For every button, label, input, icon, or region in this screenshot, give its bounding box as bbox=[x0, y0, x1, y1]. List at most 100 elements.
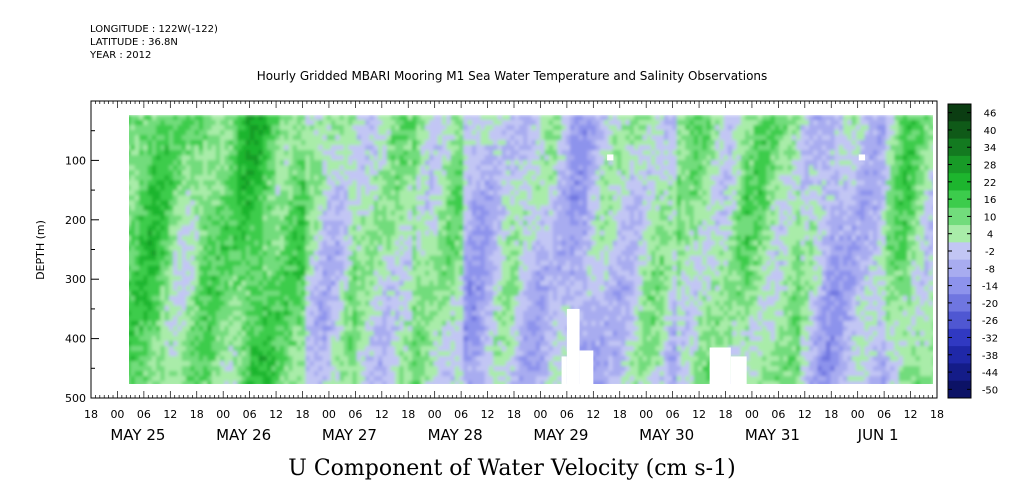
heatmap-cell bbox=[181, 366, 187, 372]
heatmap-cell bbox=[416, 255, 422, 262]
heatmap-cell bbox=[518, 160, 524, 166]
heatmap-cell bbox=[437, 255, 443, 262]
heatmap-cell bbox=[318, 185, 324, 191]
heatmap-cell bbox=[416, 290, 422, 297]
heatmap-cell bbox=[463, 371, 469, 377]
heatmap-cell bbox=[442, 325, 447, 332]
heatmap-cell bbox=[446, 275, 452, 282]
heatmap-cell bbox=[386, 280, 392, 287]
heatmap-cell bbox=[348, 310, 354, 317]
heatmap-cell bbox=[369, 350, 375, 357]
heatmap-cell bbox=[335, 366, 341, 372]
heatmap-cell bbox=[160, 145, 166, 151]
heatmap-cell bbox=[412, 135, 418, 141]
heatmap-cell bbox=[160, 245, 166, 252]
heatmap-cell bbox=[369, 230, 375, 237]
heatmap-cell bbox=[497, 330, 503, 337]
heatmap-cell bbox=[305, 320, 311, 327]
heatmap-cell bbox=[305, 130, 311, 136]
heatmap-cell bbox=[429, 366, 435, 372]
heatmap-cell bbox=[322, 371, 328, 377]
heatmap-cell bbox=[403, 165, 409, 171]
heatmap-cell bbox=[130, 381, 136, 384]
heatmap-cell bbox=[356, 350, 362, 357]
heatmap-cell bbox=[433, 290, 439, 297]
heatmap-cell bbox=[331, 165, 336, 171]
heatmap-cell bbox=[190, 120, 196, 126]
heatmap-cell bbox=[211, 125, 217, 131]
heatmap-cell bbox=[314, 225, 319, 232]
heatmap-cell bbox=[442, 165, 447, 171]
heatmap-cell bbox=[395, 140, 400, 146]
heatmap-cell bbox=[267, 300, 272, 307]
heatmap-cell bbox=[232, 160, 238, 166]
heatmap-cell bbox=[203, 165, 208, 171]
heatmap-cell bbox=[228, 180, 234, 186]
heatmap-cell bbox=[177, 135, 183, 141]
heatmap-cell bbox=[480, 340, 486, 347]
heatmap-cell bbox=[207, 130, 213, 136]
heatmap-cell bbox=[151, 190, 157, 196]
heatmap-cell bbox=[493, 255, 499, 262]
heatmap-cell bbox=[407, 200, 413, 206]
heatmap-cell bbox=[463, 285, 469, 292]
heatmap-cell bbox=[488, 135, 494, 141]
heatmap-cell bbox=[168, 165, 174, 171]
heatmap-cell bbox=[365, 125, 371, 131]
heatmap-cell bbox=[484, 115, 490, 121]
heatmap-cell bbox=[130, 150, 136, 156]
heatmap-cell bbox=[301, 245, 307, 252]
heatmap-cell bbox=[203, 265, 208, 272]
heatmap-cell bbox=[429, 250, 435, 257]
heatmap-cell bbox=[429, 350, 435, 357]
heatmap-cell bbox=[407, 376, 413, 382]
heatmap-cell bbox=[164, 245, 170, 252]
heatmap-cell bbox=[480, 315, 486, 322]
heatmap-cell bbox=[130, 310, 136, 317]
heatmap-cell bbox=[484, 140, 490, 146]
heatmap-cell bbox=[220, 210, 225, 217]
heatmap-cell bbox=[151, 255, 157, 262]
heatmap-cell bbox=[382, 190, 388, 196]
heatmap-cell bbox=[471, 130, 477, 136]
heatmap-cell bbox=[143, 230, 149, 237]
heatmap-cell bbox=[378, 245, 383, 252]
heatmap-cell bbox=[130, 315, 136, 322]
heatmap-cell bbox=[220, 220, 225, 227]
heatmap-cell bbox=[514, 215, 520, 222]
heatmap-cell bbox=[407, 145, 413, 151]
heatmap-cell bbox=[258, 210, 264, 217]
heatmap-cell bbox=[198, 265, 204, 272]
heatmap-cell bbox=[267, 185, 272, 191]
heatmap-cell bbox=[279, 140, 285, 146]
heatmap-cell bbox=[506, 300, 511, 307]
heatmap-cell bbox=[369, 320, 375, 327]
heatmap-cell bbox=[459, 225, 464, 232]
heatmap-cell bbox=[424, 210, 430, 217]
heatmap-cell bbox=[343, 190, 349, 196]
heatmap-cell bbox=[203, 275, 208, 282]
heatmap-cell bbox=[407, 295, 413, 302]
heatmap-cell bbox=[339, 220, 345, 227]
heatmap-cell bbox=[437, 270, 443, 277]
heatmap-cell bbox=[360, 160, 366, 166]
heatmap-cell bbox=[480, 290, 486, 297]
heatmap-cell bbox=[168, 265, 174, 272]
heatmap-cell bbox=[365, 130, 371, 136]
heatmap-cell bbox=[164, 366, 170, 372]
heatmap-cell bbox=[309, 200, 315, 206]
heatmap-cell bbox=[288, 200, 294, 206]
heatmap-cell bbox=[271, 255, 277, 262]
heatmap-cell bbox=[232, 240, 238, 247]
heatmap-cell bbox=[156, 205, 161, 211]
heatmap-cell bbox=[262, 205, 268, 211]
heatmap-cell bbox=[386, 245, 392, 252]
heatmap-cell bbox=[454, 165, 460, 171]
heatmap-cell bbox=[168, 215, 174, 222]
heatmap-cell bbox=[177, 240, 183, 247]
heatmap-cell bbox=[275, 280, 281, 287]
heatmap-cell bbox=[288, 330, 294, 337]
heatmap-cell bbox=[249, 340, 255, 347]
heatmap-cell bbox=[403, 376, 409, 382]
heatmap-cell bbox=[156, 210, 161, 217]
